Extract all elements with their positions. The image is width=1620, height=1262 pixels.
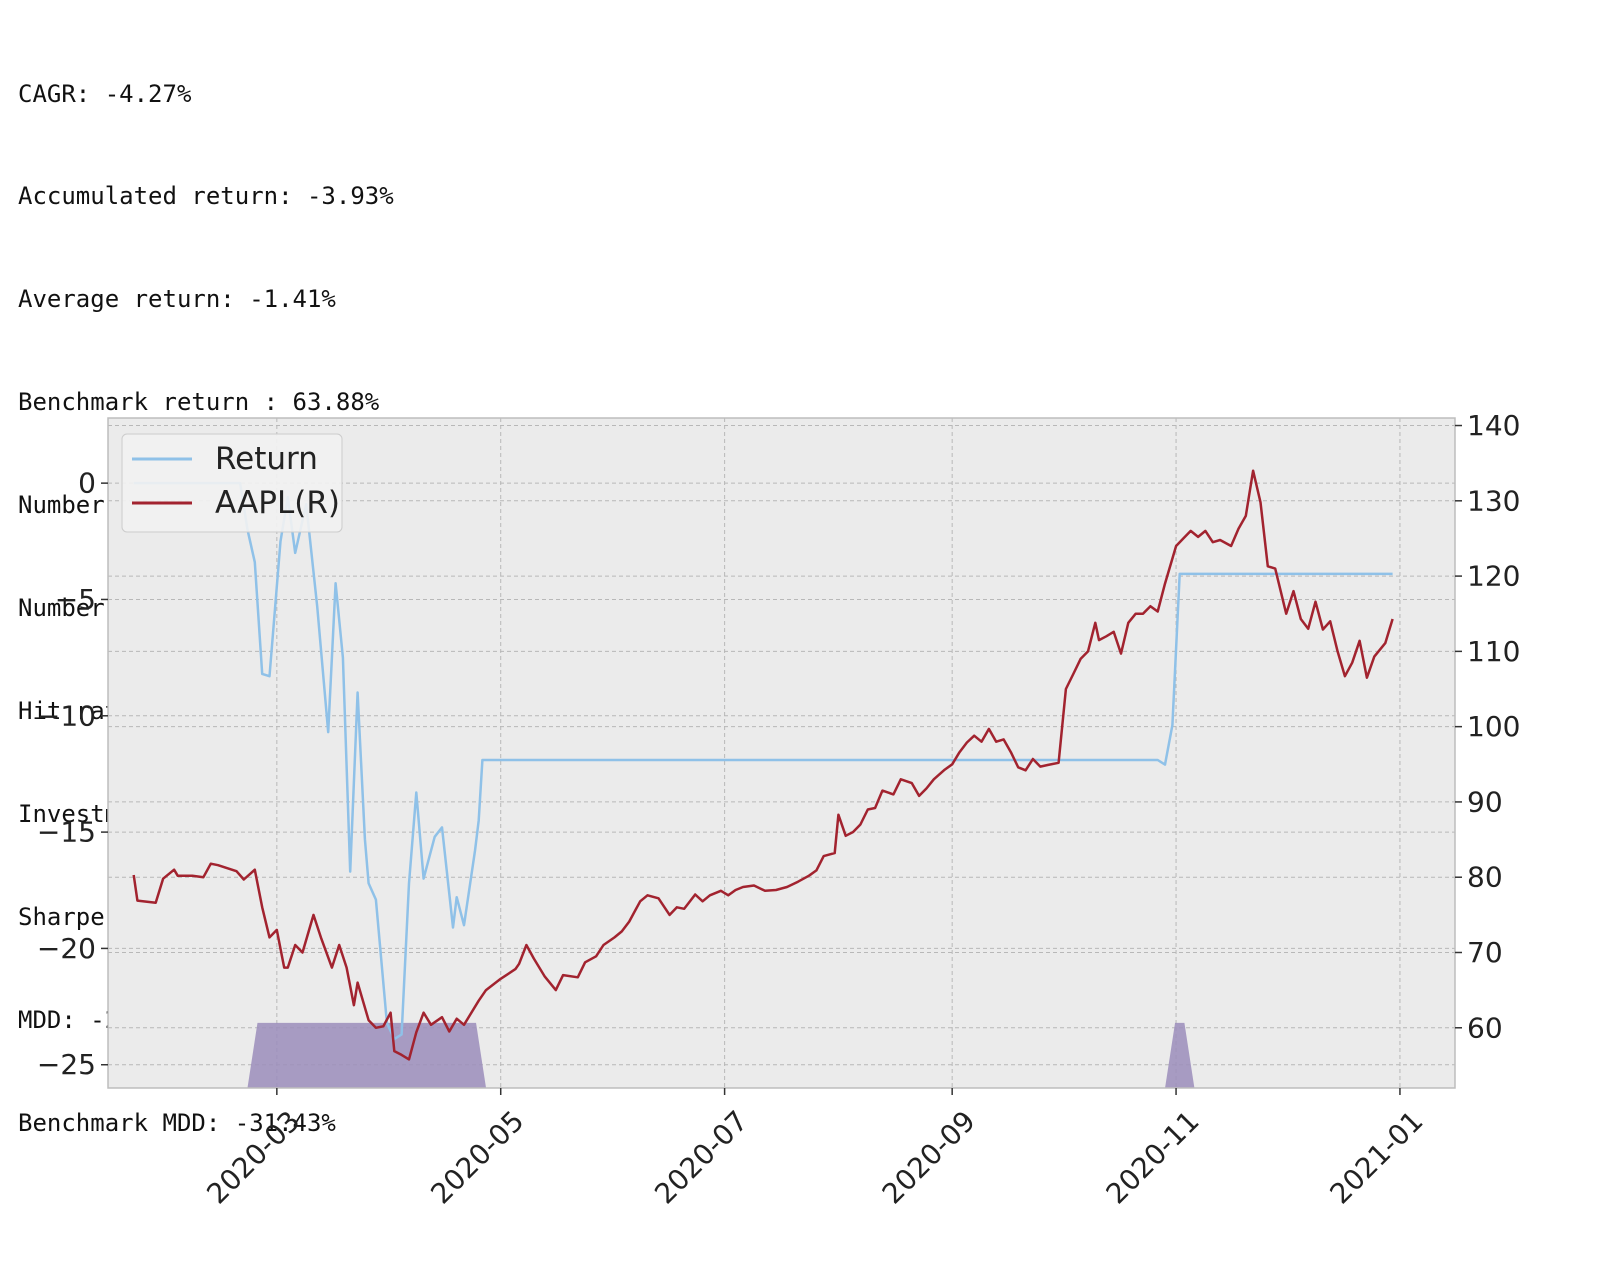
- y-left-tick-label: 0: [78, 467, 96, 500]
- x-tick-label: 2020-11: [1100, 1104, 1206, 1210]
- stat-cagr: CAGR: -4.27%: [18, 79, 192, 108]
- x-tick-label: 2020-03: [200, 1104, 306, 1210]
- x-tick-label: 2021-01: [1324, 1104, 1430, 1210]
- y-right-tick-label: 90: [1467, 785, 1503, 818]
- y-right-tick-label: 120: [1467, 560, 1520, 593]
- y-left-tick-label: −20: [37, 932, 96, 965]
- x-tick-label: 2020-05: [424, 1104, 530, 1210]
- series-line-return: [133, 481, 1393, 1041]
- legend-label-aapl: AAPL(R): [215, 485, 340, 521]
- y-right-tick-label: 130: [1467, 484, 1520, 517]
- y-left-tick-label: −5: [55, 583, 96, 616]
- stat-average-return: Average return: -1.41%: [18, 285, 336, 314]
- plot-frame: [107, 417, 1456, 1089]
- series-lines: [132, 469, 1394, 1061]
- stat-benchmark-mdd: Benchmark MDD: -31.43%: [18, 1108, 336, 1137]
- y-left-tick-label: −15: [37, 816, 96, 849]
- y-right-tick-label: 60: [1467, 1011, 1503, 1044]
- y-right-tick-label: 70: [1467, 936, 1503, 969]
- series-line-aapl: [132, 469, 1394, 1061]
- y-left-tick-label: −10: [37, 699, 96, 732]
- y-right-tick-label: 140: [1467, 409, 1520, 442]
- y-right-tick-label: 100: [1467, 710, 1520, 743]
- y-left-tick-label: −25: [37, 1048, 96, 1081]
- drawdown-fill: [1165, 1022, 1195, 1088]
- y-right-tick-label: 80: [1467, 861, 1503, 894]
- x-tick-label: 2020-07: [648, 1104, 754, 1210]
- stat-accumulated-return: Accumulated return: -3.93%: [18, 182, 394, 211]
- legend-label-return: Return: [215, 441, 318, 477]
- x-tick-label: 2020-09: [876, 1104, 982, 1210]
- drawdown-fills: [247, 1022, 1195, 1088]
- stat-benchmark-return: Benchmark return : 63.88%: [18, 388, 380, 417]
- y-right-tick-label: 110: [1467, 635, 1520, 668]
- legend: Return AAPL(R): [121, 433, 343, 533]
- drawdown-fill: [247, 1022, 487, 1088]
